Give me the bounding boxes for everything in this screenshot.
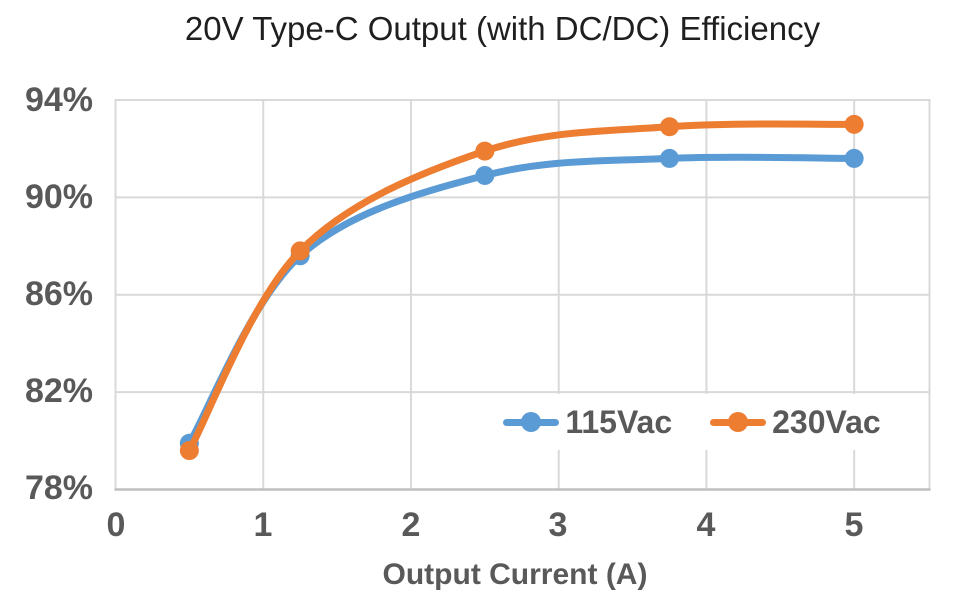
legend-label-230vac: 230Vac <box>772 404 881 440</box>
data-point-115vac-5A <box>844 148 864 168</box>
legend-entry-230vac: 230Vac <box>710 404 881 440</box>
x-tick-label-1: 1 <box>253 506 273 544</box>
y-tick-label-86: 86% <box>24 275 93 313</box>
chart-title: 20V Type-C Output (with DC/DC) Efficienc… <box>184 10 821 47</box>
data-point-115vac-2.5A <box>475 165 495 185</box>
x-tick-label-4: 4 <box>696 506 716 544</box>
y-tick-label-94: 94% <box>24 81 93 119</box>
legend-line-marker-icon <box>710 411 767 433</box>
data-point-230vac-2.5A <box>475 141 495 161</box>
x-tick-label-3: 3 <box>548 506 568 544</box>
x-tick-label-5: 5 <box>844 506 864 544</box>
y-tick-label-82: 82% <box>24 372 93 410</box>
legend-label-115vac: 115Vac <box>565 404 673 440</box>
data-point-115vac-3.75A <box>659 148 679 168</box>
y-tick-label-90: 90% <box>24 178 93 216</box>
legend-entry-115vac: 115Vac <box>503 404 672 440</box>
data-point-230vac-3.75A <box>659 117 679 137</box>
data-point-230vac-1.25A <box>290 241 310 261</box>
y-tick-label-78: 78% <box>24 469 93 507</box>
x-tick-label-0: 0 <box>106 506 126 544</box>
data-point-230vac-0.5A <box>179 441 199 461</box>
data-point-230vac-5A <box>844 114 864 134</box>
legend-line-marker-icon <box>503 411 560 433</box>
legend: 115Vac 230Vac <box>474 394 910 450</box>
x-tick-label-2: 2 <box>401 506 421 544</box>
x-axis-title: Output Current (A) <box>382 558 648 591</box>
